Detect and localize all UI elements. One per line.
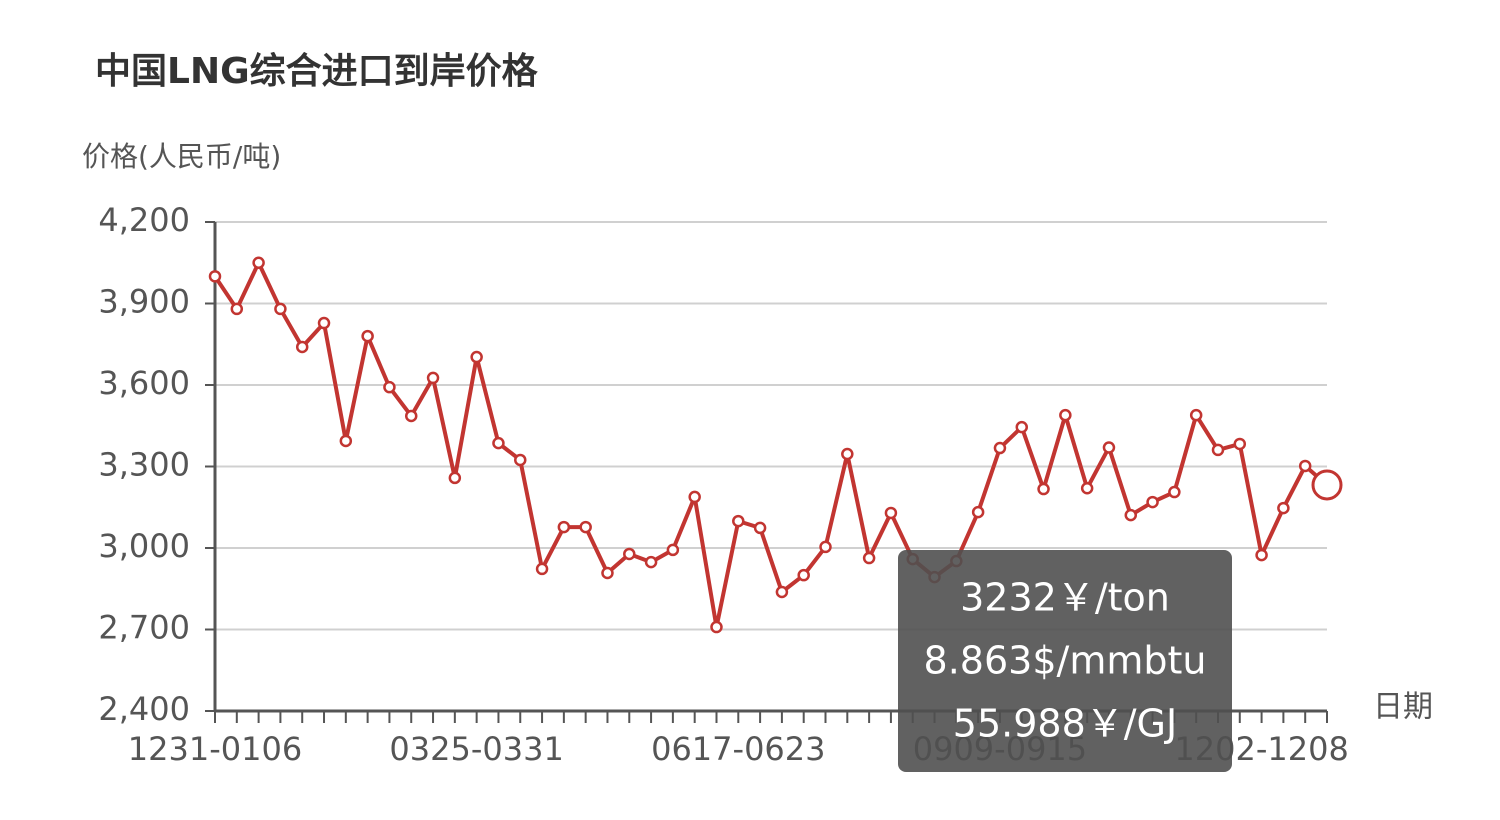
point <box>644 555 658 569</box>
point <box>252 256 265 269</box>
point <box>862 551 876 565</box>
point <box>274 302 287 316</box>
point <box>884 506 898 520</box>
point <box>492 436 505 450</box>
point <box>732 514 745 528</box>
point <box>819 540 832 554</box>
point <box>1080 481 1094 495</box>
x-tick-label: 0617-0623 <box>651 730 825 768</box>
point <box>579 520 592 534</box>
point <box>971 505 985 519</box>
point <box>1168 485 1181 499</box>
point <box>426 371 440 385</box>
y-tick-label: 3,900 <box>98 283 190 321</box>
point <box>797 568 810 582</box>
point <box>535 562 549 576</box>
point <box>1277 501 1290 515</box>
point <box>1211 443 1225 457</box>
point <box>470 350 483 364</box>
point <box>688 490 701 504</box>
point <box>361 329 374 343</box>
tooltip-line: 8.863$/mmbtu <box>924 639 1207 683</box>
y-tick-label: 4,200 <box>98 201 190 239</box>
point <box>1015 420 1028 434</box>
x-tick-label: 1231-0106 <box>128 730 302 768</box>
point <box>317 316 331 330</box>
chart-title: 中国LNG综合进口到岸价格 <box>95 51 539 92</box>
point <box>1298 459 1312 473</box>
point <box>557 520 571 534</box>
tooltip-box <box>898 550 1232 772</box>
y-tick-label: 3,300 <box>98 446 190 484</box>
point <box>383 380 396 394</box>
y-axis-label: 价格(人民币/吨) <box>82 140 281 173</box>
x-tick-label: 0325-0331 <box>389 730 563 768</box>
point <box>623 547 636 561</box>
point <box>1102 441 1116 454</box>
point <box>666 543 680 557</box>
tooltip: 3232￥/ton 8.863$/mmbtu 55.988￥/GJ <box>898 550 1232 772</box>
x-axis-label: 日期 <box>1373 690 1433 725</box>
point <box>208 270 222 283</box>
y-tick-label: 3,000 <box>98 527 190 565</box>
point <box>1059 408 1072 422</box>
point <box>1037 482 1050 496</box>
point <box>404 409 418 423</box>
point <box>993 441 1007 455</box>
point <box>1233 437 1247 451</box>
point <box>753 521 767 535</box>
point <box>841 447 854 461</box>
tooltip-line: 55.988￥/GJ <box>953 702 1177 746</box>
y-tick-label: 3,600 <box>98 364 190 402</box>
tooltip-line: 3232￥/ton <box>960 576 1170 620</box>
point <box>1146 495 1159 509</box>
point <box>710 620 723 634</box>
point <box>601 566 614 580</box>
point <box>448 471 462 485</box>
point <box>295 340 309 354</box>
point <box>514 453 527 467</box>
point <box>1189 408 1203 422</box>
point <box>775 585 789 599</box>
highlighted-point <box>1311 469 1343 501</box>
point <box>230 302 244 316</box>
point <box>1255 548 1268 562</box>
y-tick-label: 2,400 <box>98 690 190 728</box>
line <box>213 260 1329 630</box>
y-tick-label: 2,700 <box>98 609 190 647</box>
point <box>339 434 353 448</box>
point <box>1124 508 1138 522</box>
